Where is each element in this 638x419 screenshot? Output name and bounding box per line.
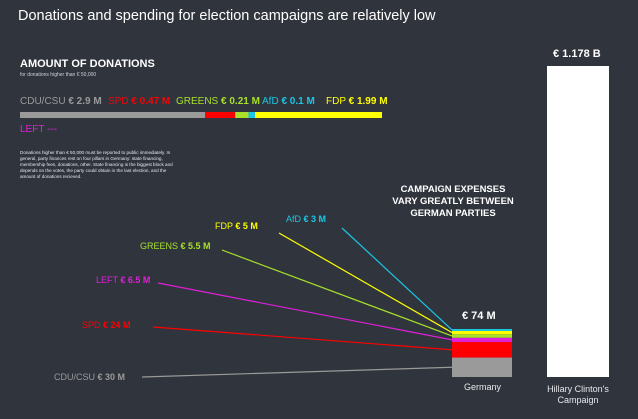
germany-segment-fdp [452,330,512,335]
connector-line-afd [341,227,453,331]
donations-chart-subtitle: for donations higher than € 50,000 [20,72,97,78]
expense-name-left: LEFT [96,275,118,285]
clinton-category-label: Hillary Clinton's Campaign [547,384,609,405]
connector-line-spd [152,326,453,351]
clinton-bar [547,66,609,377]
donation-segment-cdu-csu [20,112,206,118]
expense-name-fdp: FDP [215,221,233,231]
donation-note: Donations higher than € 50,000 must be r… [20,150,173,179]
expense-value-afd: € 3 M [303,214,327,224]
germany-stacked-bar [452,329,512,377]
expense-value-spd: € 24 M [103,320,131,330]
connector-line-cdu-csu [141,366,453,378]
clinton-total-label: € 1.178 B [553,48,601,60]
donation-value-fdp: € 1.99 M [348,96,388,107]
germany-total-label: € 74 M [462,310,496,322]
donation-label-spd: SPD € 0.47 M [108,96,170,107]
expenses-chart-title: CAMPAIGN EXPENSES VARY GREATLY BETWEEN G… [392,184,514,219]
clinton-bar-rect [547,66,609,377]
expense-name-greens: GREENS [140,241,179,251]
expense-label-cdu-csu: CDU/CSU € 30 M [54,372,125,382]
germany-segment-cdu-csu [452,357,512,377]
expense-value-cdu-csu: € 30 M [97,372,126,382]
donation-value-greens: € 0.21 M [221,96,260,107]
donation-label-left: LEFT --- [20,124,57,135]
donation-stacked-bar [20,112,382,118]
donation-name-spd: SPD [108,96,129,107]
expense-value-left: € 6.5 M [120,275,151,285]
donation-segment-fdp [254,112,382,118]
expense-value-greens: € 5.5 M [180,241,211,251]
germany-segment-left [452,337,512,342]
donations-chart-title: AMOUNT OF DONATIONS [20,58,155,70]
donation-name-left: LEFT [20,124,45,135]
connector-line-greens [221,249,453,337]
donation-value-cdu-csu: € 2.9 M [68,96,102,107]
germany-segment-afd [452,329,512,331]
expense-name-spd: SPD [82,320,101,330]
donation-segment-afd [248,112,255,118]
donation-name-greens: GREENS [176,96,219,107]
expense-label-spd: SPD € 24 M [82,320,131,330]
expense-connector-lines [141,227,453,378]
donation-label-greens: GREENS € 0.21 M [176,96,260,107]
donation-value-spd: € 0.47 M [131,96,171,107]
donation-label-afd: AfD € 0.1 M [262,96,315,107]
expense-name-cdu-csu: CDU/CSU [54,372,96,382]
donation-name-fdp: FDP [326,96,346,107]
donation-segment-spd [205,112,236,118]
donation-name-cdu-csu: CDU/CSU [20,96,66,107]
germany-segment-spd [452,341,512,358]
germany-category-label: Germany [464,382,502,392]
donation-segment-greens [235,112,249,118]
expense-label-left: LEFT € 6.5 M [96,275,150,285]
germany-segment-greens [452,334,512,338]
connector-line-left [157,282,453,341]
expense-label-afd: AfD € 3 M [286,214,326,224]
connector-line-fdp [278,232,453,334]
expense-label-greens: GREENS € 5.5 M [140,241,211,251]
expense-name-afd: AfD [286,214,302,224]
page-title: Donations and spending for election camp… [18,8,436,24]
donation-label-fdp: FDP € 1.99 M [326,96,388,107]
donation-name-afd: AfD [262,96,279,107]
expense-value-fdp: € 5 M [235,221,258,231]
expense-label-fdp: FDP € 5 M [215,221,258,231]
donation-value-left: --- [47,124,58,135]
donation-value-afd: € 0.1 M [281,96,315,107]
donation-label-cdu-csu: CDU/CSU € 2.9 M [20,96,102,107]
